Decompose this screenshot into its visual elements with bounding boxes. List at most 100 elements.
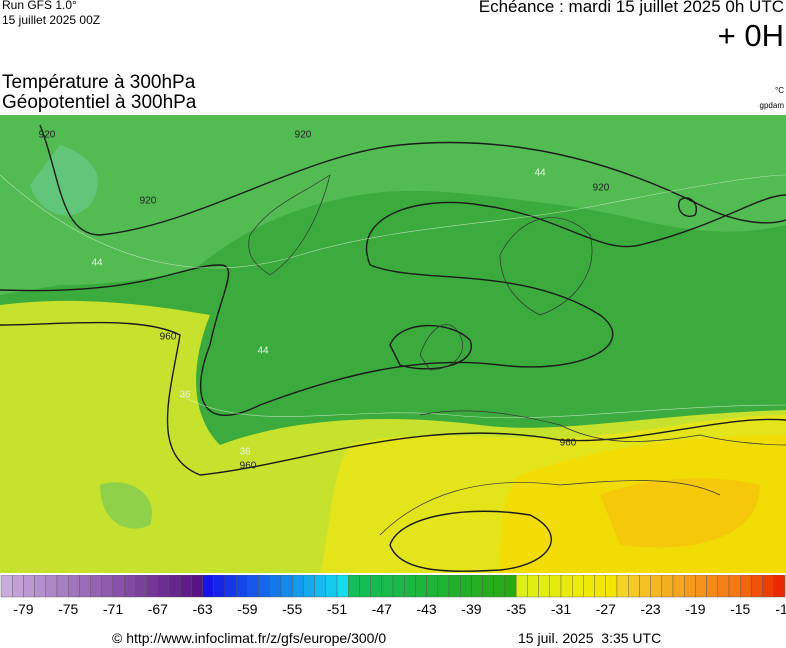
contour xyxy=(389,324,472,370)
contour-label: 44 xyxy=(257,346,269,357)
coastline xyxy=(248,174,331,276)
colorbar-cell xyxy=(516,575,528,598)
colorbar-cell xyxy=(471,575,483,598)
colorbar-cell xyxy=(415,575,427,598)
colorbar-cell xyxy=(325,575,338,598)
colorbar-cell xyxy=(90,575,102,598)
temp-zone xyxy=(100,482,152,529)
colorbar-cell xyxy=(157,575,170,598)
colorbar-cell xyxy=(404,575,416,598)
colorbar-cell xyxy=(101,575,114,598)
colorbar-cell xyxy=(381,575,394,598)
colorbar-cell xyxy=(717,575,730,598)
colorbar-label: -31 xyxy=(551,601,571,617)
footer-timestamp: 15 juil. 2025 3:35 UTC xyxy=(518,630,662,646)
contour-label: 920 xyxy=(140,196,157,207)
colorbar-cell xyxy=(146,575,159,598)
colorbar-cell xyxy=(751,575,763,598)
footer-url: © http://www.infoclimat.fr/z/gfs/europe/… xyxy=(112,630,387,646)
coastline xyxy=(499,217,593,316)
colorbar-cell xyxy=(616,575,629,598)
colorbar-cell xyxy=(11,575,24,598)
contour-label: 960 xyxy=(560,438,577,449)
temp-zone xyxy=(0,115,786,295)
colorbar-label: -79 xyxy=(13,601,33,617)
colorbar-cell xyxy=(179,575,192,598)
colorbar-label: -51 xyxy=(327,601,347,617)
unit-geo: gpdam xyxy=(759,101,784,110)
colorbar-cell xyxy=(560,575,573,598)
colorbar-label: -55 xyxy=(282,601,302,617)
contour-label: 44 xyxy=(534,168,546,179)
contour xyxy=(678,197,697,217)
colorbar-cell xyxy=(45,575,58,598)
colorbar: -79 -75 -71 -67 -63 -59 -55 -51 -47 -43 -39 -35 -31 -… xyxy=(0,575,786,617)
colorbar-cell xyxy=(762,575,774,598)
colorbar-cell xyxy=(605,575,618,598)
colorbar-cell xyxy=(448,575,461,598)
colorbar-cell xyxy=(269,575,282,598)
colorbar-label: -47 xyxy=(372,601,392,617)
contour xyxy=(0,321,786,476)
colorbar-cell xyxy=(706,575,718,598)
colorbar-cell xyxy=(549,575,562,598)
coastline xyxy=(379,480,721,536)
colorbar-cell xyxy=(728,575,741,598)
colorbar-cell xyxy=(460,575,472,598)
colorbar-cell xyxy=(538,575,550,598)
colorbar-label: -63 xyxy=(192,601,212,617)
colorbar-cell xyxy=(684,575,696,598)
colorbar-label: -75 xyxy=(58,601,78,617)
colorbar-cell xyxy=(202,575,215,598)
colorbar-cell xyxy=(314,575,327,598)
colorbar-cell xyxy=(258,575,271,598)
colorbar-cell xyxy=(392,575,405,598)
colorbar-cell xyxy=(773,575,786,598)
colorbar-cell xyxy=(583,575,595,598)
colorbar-label: -11 xyxy=(775,601,786,617)
run-date: 15 juillet 2025 00Z xyxy=(2,13,101,27)
contour-label: 920 xyxy=(295,130,312,141)
colorbar-cell xyxy=(504,575,517,598)
map: 920 920 920 920 960 960 960 44 44 44 36 36 xyxy=(0,115,786,573)
colorbar-cell xyxy=(650,575,662,598)
contour-label: 36 xyxy=(239,447,251,458)
colorbar-label: -27 xyxy=(596,601,616,617)
colorbar-cell xyxy=(359,575,371,598)
colorbar-label: -35 xyxy=(506,601,526,617)
colorbar-cell xyxy=(572,575,584,598)
colorbar-label: -67 xyxy=(148,601,168,617)
colorbar-cell xyxy=(235,575,248,598)
colorbar-label: -19 xyxy=(685,601,705,617)
colorbar-cell xyxy=(168,575,181,598)
colorbar-cell xyxy=(661,575,674,598)
echeance: Echéance : mardi 15 juillet 2025 0h UTC xyxy=(478,0,784,16)
colorbar-label: -43 xyxy=(416,601,436,617)
colorbar-cell xyxy=(79,575,91,598)
contour xyxy=(0,264,614,417)
colorbar-cell xyxy=(135,575,147,598)
colorbar-cell xyxy=(348,575,360,598)
contour xyxy=(365,194,786,266)
title-geo: Géopotentiel à 300hPa xyxy=(2,92,197,113)
colorbar-cell xyxy=(370,575,383,598)
colorbar-label: -71 xyxy=(103,601,123,617)
run-label: Run GFS 1.0° xyxy=(2,0,77,12)
colorbar-cell xyxy=(482,575,495,598)
colorbar-cell xyxy=(0,575,13,598)
colorbar-label: -15 xyxy=(730,601,750,617)
colorbar-cell xyxy=(56,575,69,598)
colorbar-cell xyxy=(493,575,506,598)
colorbar-cell xyxy=(23,575,35,598)
colorbar-cell xyxy=(527,575,539,598)
coastline xyxy=(419,324,463,371)
colorbar-cell xyxy=(224,575,237,598)
colorbar-cell xyxy=(426,575,439,598)
offset: + 0H xyxy=(717,18,784,53)
colorbar-cell xyxy=(628,575,640,598)
colorbar-cell xyxy=(34,575,46,598)
colorbar-label: -59 xyxy=(237,601,257,617)
colorbar-cell xyxy=(112,575,125,598)
colorbar-cell xyxy=(247,575,259,598)
